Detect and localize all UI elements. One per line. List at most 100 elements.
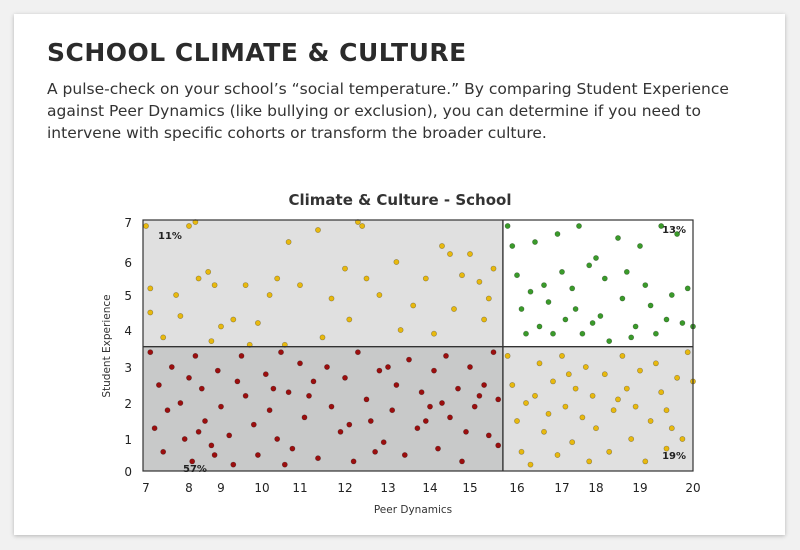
data-point [319,334,326,341]
data-point [658,389,665,396]
data-point [485,295,492,302]
data-point [632,403,639,410]
x-tick-label: 17 [554,481,569,495]
data-point [254,452,261,458]
data-point [301,414,308,421]
data-point [541,428,547,435]
data-point [586,262,593,269]
data-point [559,352,565,359]
data-point [160,448,167,455]
data-point [619,352,626,359]
data-point [418,389,425,396]
data-point [359,223,366,229]
data-point [367,418,374,424]
data-point [147,349,154,356]
data-point [632,323,639,330]
data-point [242,392,249,399]
x-tick-label: 19 [632,481,647,495]
data-point [414,425,421,432]
data-point [523,330,529,337]
data-point [601,275,608,282]
data-point [427,403,433,410]
data-point [234,378,241,385]
data-point [192,352,199,359]
data-point [393,259,400,265]
quadrant-label-top-left: 11% [158,231,182,242]
x-tick-label: 14 [422,481,437,495]
data-point [637,243,643,249]
quadrant-label-top-right: 13% [662,225,686,236]
data-point [467,251,473,257]
quadrant-label-bottom-left: 57% [183,464,207,475]
data-point [328,295,335,302]
x-tick-label: 20 [685,481,700,495]
data-point [579,414,586,421]
data-point [195,428,202,435]
data-point [214,367,221,374]
quadrant-bottom-left [143,346,503,471]
data-point [242,282,249,288]
data-point [208,442,215,449]
data-point [363,396,370,403]
y-tick-label: 6 [124,256,132,270]
data-point [447,414,453,421]
data-point [623,268,630,275]
data-point [226,432,233,439]
data-point [663,445,670,452]
data-point [274,275,281,282]
data-point [342,265,348,272]
data-point [679,436,686,442]
data-point [397,327,404,333]
x-tick-label: 11 [292,481,307,495]
data-point [285,389,292,396]
data-point [559,268,565,275]
data-point [310,378,317,385]
data-point [554,452,561,458]
data-point [545,299,552,305]
y-tick-label: 1 [124,433,132,447]
data-point [410,302,417,309]
page-title: SCHOOL CLIMATE & CULTURE [47,38,467,67]
data-point [297,360,303,367]
data-point [545,410,552,417]
data-point [363,275,370,282]
data-point [337,428,344,435]
data-point [211,452,218,458]
data-point [658,223,665,229]
data-point [541,282,547,288]
data-point [192,219,199,225]
data-point [523,400,529,406]
data-point [527,288,534,295]
data-point [202,418,208,424]
data-point [569,285,576,292]
data-point [266,292,273,298]
data-point [372,448,378,455]
data-point [230,461,237,468]
data-point [471,403,478,410]
data-point [504,352,511,359]
x-tick-label: 9 [217,481,225,495]
x-axis-label: Peer Dynamics [374,504,452,516]
data-point [572,306,579,312]
data-point [459,458,465,465]
x-tick-label: 18 [588,481,603,495]
data-point [582,364,589,370]
data-point [254,320,261,326]
data-point [518,306,525,312]
y-tick-label: 7 [124,216,132,230]
data-point [143,223,149,229]
data-point [642,282,649,288]
plot-frame [142,219,694,472]
data-point [606,448,613,455]
data-point [385,364,391,370]
data-point [164,407,171,414]
data-point [610,407,617,414]
data-point [315,455,321,462]
data-point [380,439,387,446]
data-point [208,338,215,344]
data-point [155,382,162,388]
data-point [218,403,224,410]
data-point [619,295,626,302]
x-tick-label: 15 [462,481,477,495]
data-point [628,436,635,442]
